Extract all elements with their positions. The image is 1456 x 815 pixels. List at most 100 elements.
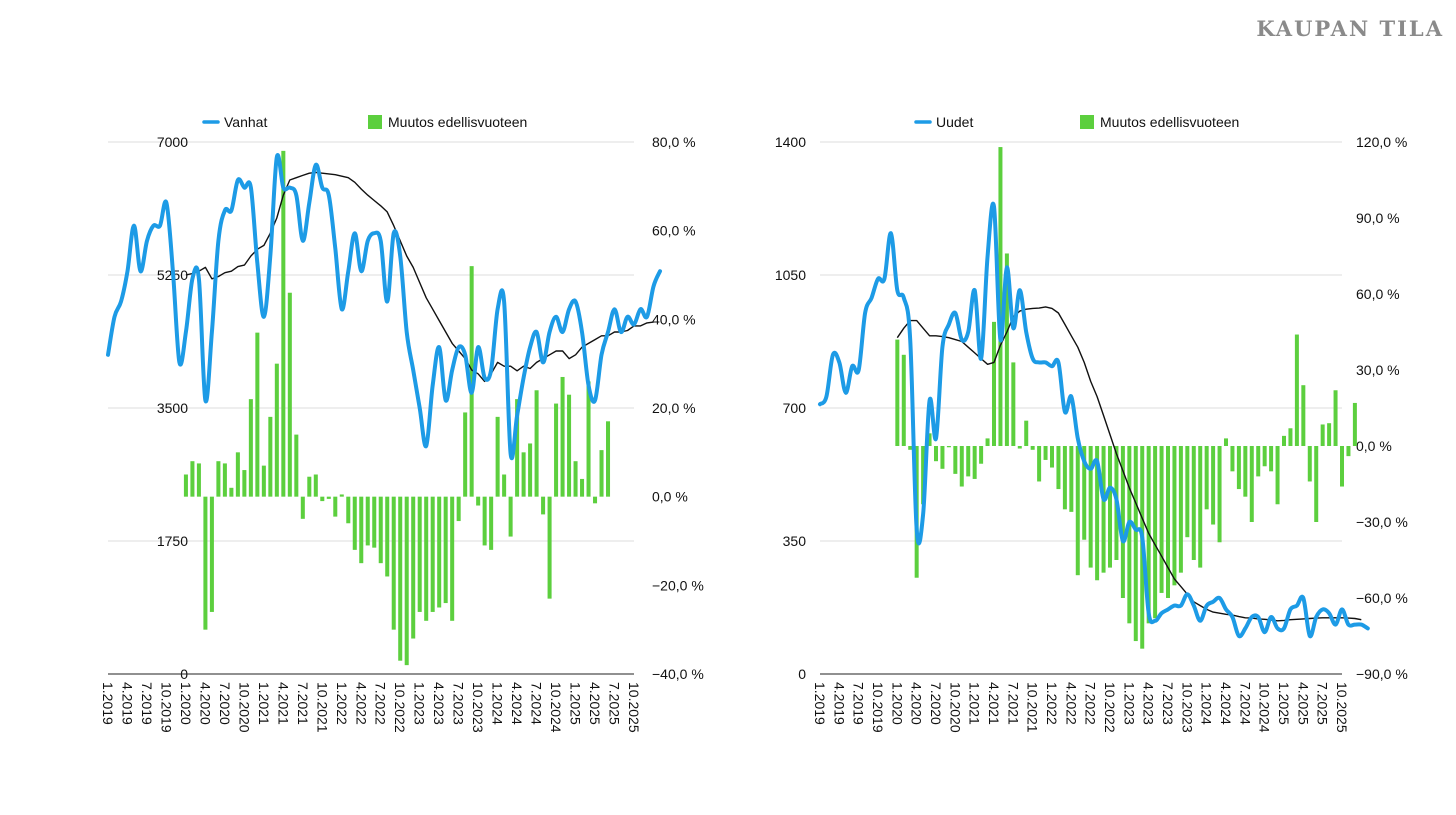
y-right-tick-label: 90,0 % [1356, 210, 1400, 226]
bar [404, 496, 409, 666]
x-tick-label: 4.2021 [986, 682, 1002, 725]
bar [242, 470, 247, 497]
bar [443, 496, 448, 604]
bar [502, 474, 507, 497]
x-tick-label: 1.2025 [1276, 682, 1292, 725]
y-left-tick-label: 1050 [775, 267, 806, 283]
bar [979, 446, 984, 464]
bar [1004, 253, 1009, 446]
series-line [106, 153, 662, 460]
x-tick-label: 4.2019 [831, 682, 847, 725]
x-tick-label: 7.2025 [1315, 682, 1331, 725]
bar [1037, 446, 1042, 482]
bar [1133, 446, 1138, 642]
x-tick-label: 1.2023 [412, 682, 428, 725]
bar [1249, 446, 1254, 522]
bar [411, 496, 416, 639]
bar [365, 496, 370, 546]
x-tick-label: 4.2024 [1218, 682, 1234, 725]
bar [547, 496, 552, 599]
x-tick-label: 1.2020 [178, 682, 194, 725]
x-tick-label: 1.2022 [334, 682, 350, 725]
bar [1256, 446, 1261, 477]
bar [235, 452, 240, 497]
x-tick-label: 4.2021 [275, 682, 291, 725]
x-tick-label: 4.2023 [1141, 682, 1157, 725]
bar [450, 496, 455, 621]
bar [209, 496, 214, 612]
bar [1178, 446, 1183, 573]
bar [1314, 446, 1319, 522]
bar [281, 150, 286, 497]
y-right-tick-label: 60,0 % [652, 223, 696, 239]
x-tick-label: 10.2019 [158, 682, 174, 733]
x-tick-label: 10.2020 [236, 682, 252, 733]
bar [1062, 446, 1067, 510]
y-left-tick-label: 1400 [775, 134, 806, 150]
bar [261, 465, 266, 497]
bar [1043, 446, 1048, 460]
bar [895, 339, 900, 446]
bar [229, 487, 234, 497]
bar [320, 496, 325, 502]
bar [606, 421, 611, 497]
x-tick-label: 7.2025 [607, 682, 623, 725]
bar [274, 363, 279, 497]
bar [946, 446, 951, 448]
bar [901, 354, 906, 446]
x-tick-label: 10.2021 [314, 682, 330, 733]
bar [1211, 446, 1216, 525]
y-right-tick-label: −40,0 % [652, 666, 704, 682]
bar [476, 496, 481, 506]
bar [391, 496, 396, 630]
y-left-tick-label: 0 [798, 666, 806, 682]
bar [183, 474, 188, 497]
bar [1320, 424, 1325, 446]
bar [346, 496, 351, 524]
bar [1056, 446, 1061, 490]
bar [1275, 446, 1280, 505]
y-right-tick-label: −90,0 % [1356, 666, 1408, 682]
bar [921, 446, 926, 505]
trend-line [896, 306, 1362, 622]
bar [482, 496, 487, 546]
bar [1198, 446, 1203, 568]
x-tick-label: 1.2022 [1044, 682, 1060, 725]
bar [437, 496, 442, 608]
bar [1204, 446, 1209, 510]
x-tick-label: 10.2025 [1334, 682, 1350, 733]
bar [1075, 446, 1080, 576]
bar [1159, 446, 1164, 593]
x-tick-label: 7.2019 [851, 682, 867, 725]
bar [1120, 446, 1125, 598]
bar [385, 496, 390, 577]
bar [469, 266, 474, 497]
y-right-tick-label: 0,0 % [652, 489, 688, 505]
bar [599, 450, 604, 497]
bar [580, 478, 585, 497]
bar [1333, 390, 1338, 446]
bar [560, 376, 565, 497]
bar [339, 494, 344, 497]
y-left-tick-label: 1750 [157, 533, 188, 549]
x-tick-label: 7.2024 [1237, 682, 1253, 725]
x-tick-label: 7.2024 [529, 682, 545, 725]
x-tick-label: 10.2024 [548, 682, 564, 733]
bar [1095, 446, 1100, 581]
chart-uudet: 1400 1050 700 350 0 120,0 % 90,0 % 60,0 % 30,0 %… [775, 114, 1408, 733]
bar [567, 394, 572, 497]
bar [424, 496, 429, 621]
bar [333, 496, 338, 517]
bar [940, 446, 945, 469]
y-right-tick-label: −30,0 % [1356, 514, 1408, 530]
bar [372, 496, 377, 548]
x-tick-label: 4.2024 [509, 682, 525, 725]
x-tick-label: 7.2022 [373, 682, 389, 725]
x-tick-label: 4.2020 [909, 682, 925, 725]
bar [1191, 446, 1196, 560]
y-right-tick-label: 0,0 % [1356, 438, 1392, 454]
bar [190, 461, 195, 497]
x-tick-label: 4.2020 [197, 682, 213, 725]
y-left-tick-label: 7000 [157, 134, 188, 150]
